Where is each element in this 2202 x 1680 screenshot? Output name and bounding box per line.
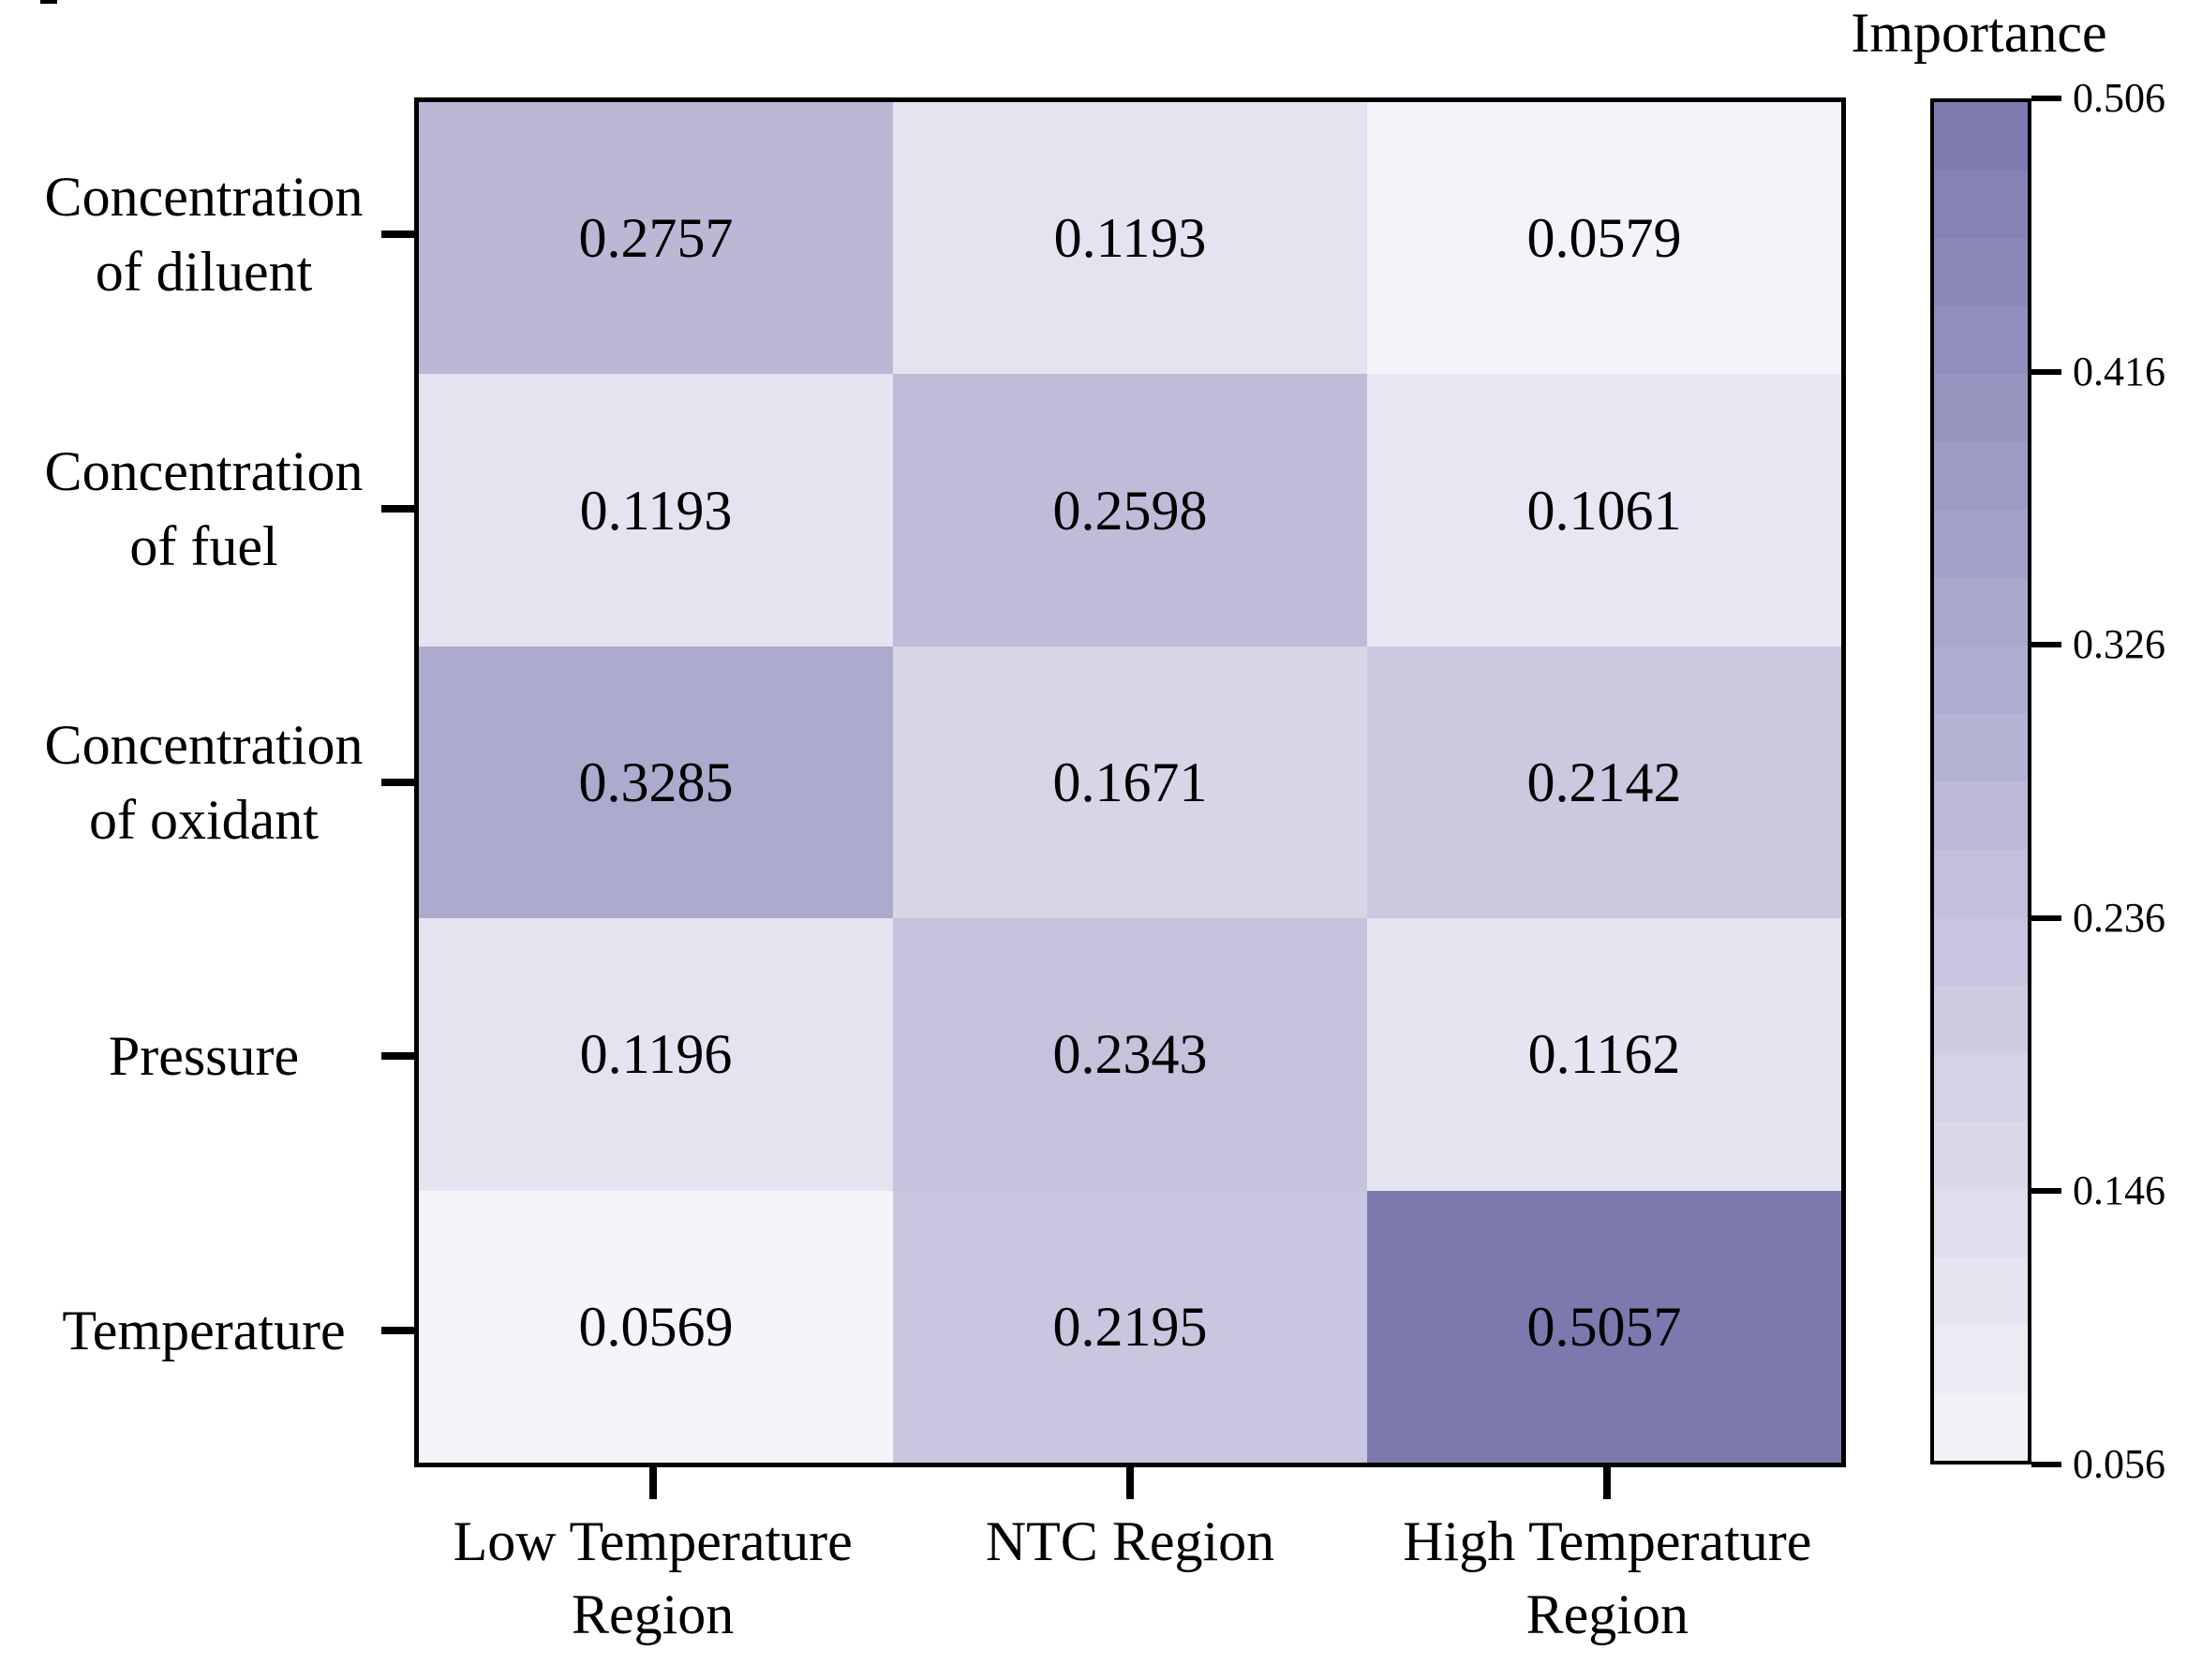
heatmap-cell-value: 0.3285 <box>578 751 734 813</box>
heatmap-cell: 0.1671 <box>893 646 1367 919</box>
cropped-figure-label-artifact <box>40 0 57 4</box>
colorbar-tick <box>2031 642 2061 648</box>
colorbar-band <box>1934 1392 2028 1461</box>
heatmap-cell: 0.2598 <box>893 374 1367 647</box>
colorbar-tick-label: 0.236 <box>2073 894 2165 941</box>
colorbar <box>1930 98 2031 1464</box>
heatmap-cell-value: 0.1671 <box>1052 751 1208 813</box>
y-axis-tick <box>381 504 414 513</box>
colorbar-tick <box>2031 96 2061 101</box>
colorbar-tick-label: 0.506 <box>2073 75 2165 121</box>
y-axis-label: Concentration of fuel <box>44 439 364 577</box>
heatmap-cell-value: 0.5057 <box>1526 1295 1682 1358</box>
y-axis-label: Concentration of diluent <box>44 166 364 304</box>
heatmap-cell-value: 0.2757 <box>578 207 734 270</box>
colorbar-tick <box>2031 1462 2061 1467</box>
heatmap-cell-value: 0.2142 <box>1526 751 1682 813</box>
heatmap-cell-value: 0.2195 <box>1052 1295 1208 1358</box>
heatmap-cell: 0.1162 <box>1367 918 1841 1191</box>
heatmap-cell-value: 0.1162 <box>1527 1023 1681 1086</box>
colorbar-tick-label: 0.146 <box>2073 1167 2165 1214</box>
heatmap-cell: 0.0569 <box>419 1190 893 1463</box>
y-axis-tick <box>381 230 414 239</box>
heatmap-cell-value: 0.1193 <box>1053 207 1207 270</box>
x-axis-tick <box>1603 1467 1612 1499</box>
colorbar-band <box>1934 1121 2028 1189</box>
x-axis-tick <box>648 1467 657 1499</box>
colorbar-band <box>1934 1325 2028 1393</box>
heatmap-cell: 0.1193 <box>419 374 893 647</box>
heatmap-cell: 0.2142 <box>1367 646 1841 919</box>
x-axis-tick <box>1126 1467 1134 1499</box>
colorbar-band <box>1934 238 2028 306</box>
heatmap-cell: 0.5057 <box>1367 1190 1841 1463</box>
colorbar-tick <box>2031 368 2061 375</box>
colorbar-tick <box>2031 1188 2061 1195</box>
heatmap-cell: 0.1193 <box>893 102 1367 375</box>
colorbar-band <box>1934 577 2028 646</box>
colorbar-band <box>1934 1189 2028 1257</box>
heatmap-cell-value: 0.0579 <box>1526 207 1682 270</box>
y-axis-tick <box>381 1052 414 1061</box>
y-axis-label: Concentration of oxidant <box>44 714 364 851</box>
heatmap-cell: 0.1196 <box>419 918 893 1191</box>
colorbar-band <box>1934 374 2028 442</box>
colorbar-band <box>1934 305 2028 374</box>
heatmap-cell: 0.0579 <box>1367 102 1841 375</box>
colorbar-tick-label: 0.416 <box>2073 348 2165 394</box>
y-axis-label: Pressure <box>108 1025 300 1088</box>
heatmap-cell: 0.2195 <box>893 1190 1367 1463</box>
colorbar-band <box>1934 781 2028 850</box>
y-axis-tick <box>381 779 414 786</box>
colorbar-tick-label: 0.056 <box>2073 1441 2165 1487</box>
heatmap-cell-value: 0.1193 <box>579 479 733 542</box>
heatmap-cell-value: 0.1061 <box>1526 479 1682 542</box>
heatmap-cell-value: 0.1196 <box>579 1023 733 1086</box>
colorbar-band <box>1934 1053 2028 1122</box>
colorbar-band <box>1934 441 2028 510</box>
y-axis-tick <box>381 1326 414 1334</box>
colorbar-tick-label: 0.326 <box>2073 621 2165 668</box>
heatmap-cell: 0.3285 <box>419 646 893 919</box>
heatmap-cell-value: 0.2343 <box>1052 1023 1208 1086</box>
heatmap-cell-value: 0.0569 <box>578 1295 734 1358</box>
x-axis-label: High Temperature Region <box>1403 1510 1812 1645</box>
heatmap: 0.2757 0.1193 0.0579 0.1193 0.2598 0.1061 0.32… <box>414 97 1846 1467</box>
colorbar-band <box>1934 170 2028 238</box>
x-axis-label: NTC Region <box>985 1510 1275 1572</box>
colorbar-tick <box>2031 914 2061 921</box>
heatmap-cell: 0.2343 <box>893 918 1367 1191</box>
heatmap-cell: 0.1061 <box>1367 374 1841 647</box>
colorbar-band <box>1934 849 2028 917</box>
heatmap-cell-value: 0.2598 <box>1052 479 1208 542</box>
colorbar-band <box>1934 713 2028 781</box>
x-axis-label: Low Temperature Region <box>453 1510 853 1645</box>
colorbar-band <box>1934 102 2028 171</box>
colorbar-band <box>1934 985 2028 1053</box>
y-axis-label: Temperature <box>62 1299 346 1361</box>
colorbar-band <box>1934 646 2028 714</box>
colorbar-band <box>1934 1256 2028 1325</box>
colorbar-title: Importance <box>1851 2 2107 64</box>
heatmap-cell: 0.2757 <box>419 102 893 375</box>
colorbar-band <box>1934 917 2028 986</box>
colorbar-band <box>1934 510 2028 578</box>
